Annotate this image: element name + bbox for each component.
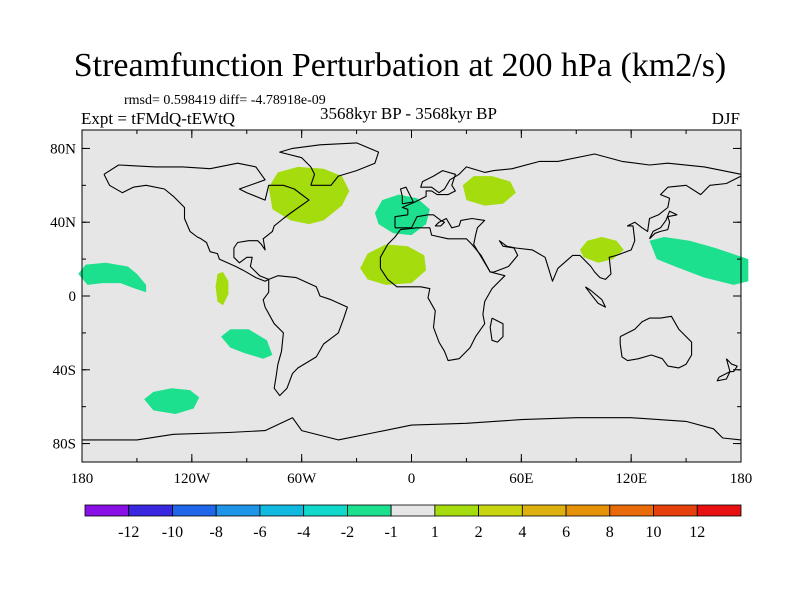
y-tick-label: 40N <box>50 215 76 231</box>
x-tick-label: 120W <box>173 471 211 487</box>
coastlines <box>82 142 742 441</box>
anomaly-region <box>215 272 229 306</box>
x-tick-label: 180 <box>730 471 753 487</box>
colorbar-swatch <box>215 504 261 517</box>
x-tick-label: 180 <box>71 471 94 487</box>
coastline <box>103 162 310 282</box>
x-tick-label: 120E <box>615 471 647 487</box>
coastline <box>399 186 414 205</box>
colorbar-label: -10 <box>162 524 183 541</box>
colorbar-label: 4 <box>518 524 526 541</box>
coastline <box>716 371 731 382</box>
x-tick-label: 60E <box>509 471 533 487</box>
coastline <box>584 286 607 308</box>
anomaly-region <box>462 176 516 206</box>
colorbar-label: -12 <box>118 524 139 541</box>
y-tick-label: 80S <box>53 437 76 453</box>
y-tick-label: 80N <box>50 141 76 157</box>
colorbar-swatch <box>259 504 305 517</box>
colorbar-swatch <box>565 504 611 517</box>
anomaly-region <box>221 329 273 359</box>
coastline <box>395 175 742 282</box>
colorbar-swatch <box>478 504 523 517</box>
colorbar-label: -1 <box>384 524 397 541</box>
coastline <box>279 142 380 186</box>
colorbar-label: 1 <box>431 524 439 541</box>
axes: 180 120W 60W 0 60E 120E 180 80N 40N 0 40S 80S <box>50 129 753 487</box>
coastline <box>725 358 738 373</box>
colorbar-label: 8 <box>606 524 614 541</box>
anomaly-region <box>268 166 350 225</box>
season-label: DJF <box>711 109 740 128</box>
colorbar-swatch <box>521 504 567 517</box>
anomaly-region <box>78 262 147 293</box>
colorbar-swatch <box>390 504 436 517</box>
colorbar-swatch <box>696 504 742 517</box>
colorbar-label: 12 <box>689 524 705 541</box>
experiment-label: Expt = tFMdQ-tEWtQ <box>81 109 236 128</box>
colorbar-label: -6 <box>253 524 266 541</box>
colorbar-swatch <box>172 504 217 517</box>
colorbar-swatch <box>434 504 480 517</box>
coastline <box>649 210 678 240</box>
colorbar: -12 -10 -8 -6 -4 -2 -1 1 2 4 6 8 10 12 <box>84 504 742 541</box>
chart-title: Streamfunction Perturbation at 200 hPa (… <box>73 47 727 84</box>
anomaly-region <box>649 237 749 285</box>
colorbar-label: 10 <box>646 524 662 541</box>
anomaly-region <box>374 194 430 236</box>
coastline <box>619 315 693 369</box>
colorbar-label: -4 <box>297 524 310 541</box>
rmsd-stats: rmsd= 0.598419 diff= -4.78918e-09 <box>124 93 326 108</box>
colorbar-label: -2 <box>341 524 354 541</box>
y-tick-label: 0 <box>69 289 77 305</box>
colorbar-label: 6 <box>562 524 570 541</box>
period-label: 3568kyr BP - 3568kyr BP <box>320 104 497 123</box>
colorbar-swatch <box>128 504 173 517</box>
x-tick-label: 0 <box>408 471 416 487</box>
anomaly-layer <box>78 166 749 414</box>
coastline <box>262 275 348 397</box>
anomaly-region <box>144 388 200 414</box>
y-tick-label: 40S <box>53 363 76 379</box>
anomaly-region <box>360 244 427 285</box>
colorbar-label: 2 <box>475 524 483 541</box>
x-tick-label: 60W <box>287 471 317 487</box>
colorbar-swatch <box>303 504 348 517</box>
colorbar-swatch <box>653 504 698 517</box>
colorbar-swatch <box>84 504 130 517</box>
colorbar-swatch <box>609 504 654 517</box>
coastline <box>489 317 504 343</box>
coastline <box>394 153 742 228</box>
coastline <box>379 227 506 362</box>
coastline <box>82 417 742 441</box>
colorbar-swatch <box>346 504 392 517</box>
colorbar-label: -8 <box>210 524 223 541</box>
